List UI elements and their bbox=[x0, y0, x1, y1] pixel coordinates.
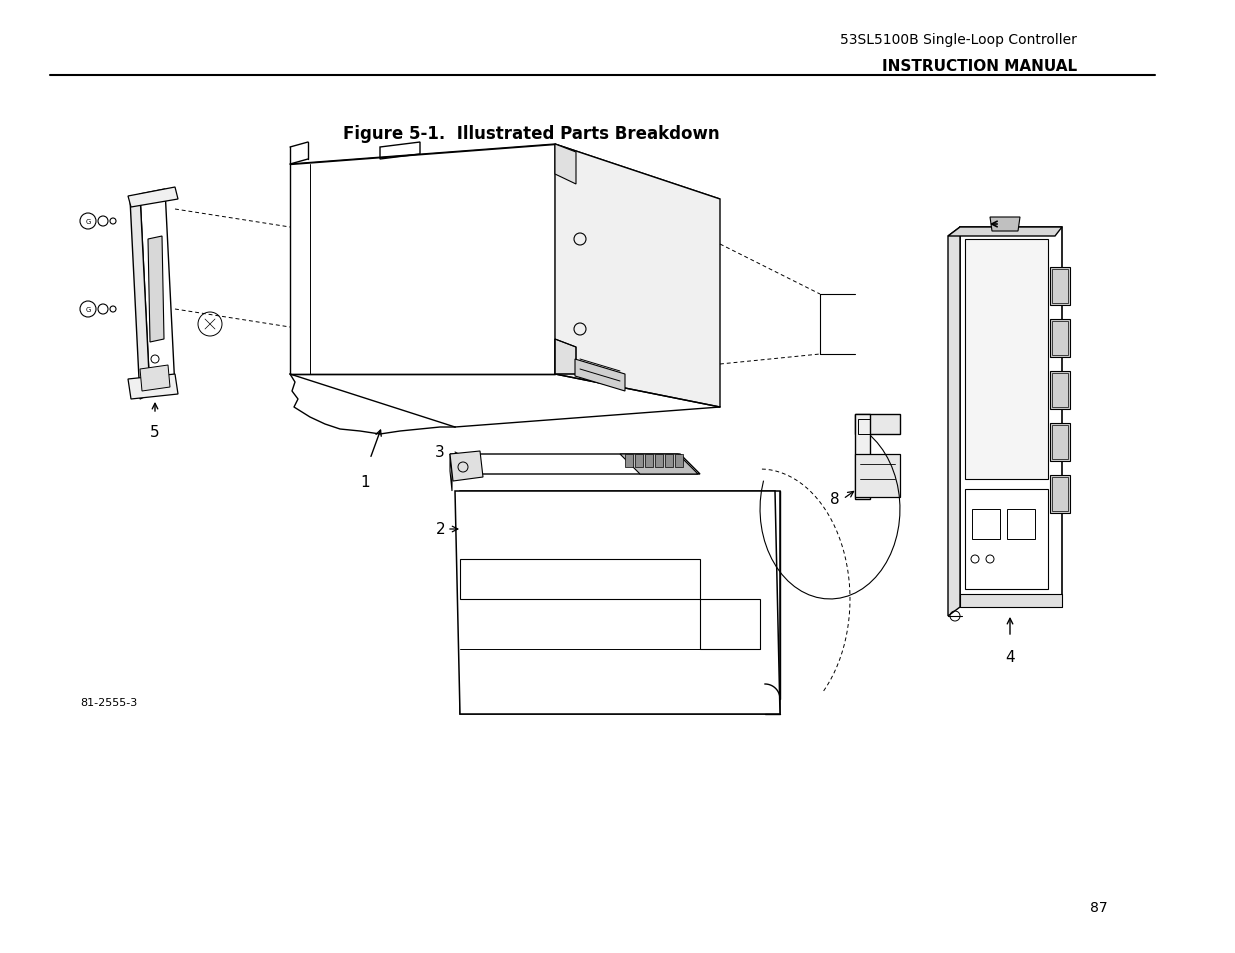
Text: 81-2555-3: 81-2555-3 bbox=[80, 698, 137, 707]
Text: G: G bbox=[85, 219, 90, 225]
Text: 4: 4 bbox=[1005, 649, 1015, 664]
Polygon shape bbox=[855, 455, 900, 497]
Polygon shape bbox=[148, 236, 164, 343]
Polygon shape bbox=[450, 455, 452, 492]
Polygon shape bbox=[1050, 319, 1070, 357]
Polygon shape bbox=[140, 190, 175, 395]
Polygon shape bbox=[555, 145, 576, 185]
Polygon shape bbox=[1050, 476, 1070, 514]
Text: INSTRUCTION MANUAL: INSTRUCTION MANUAL bbox=[882, 59, 1077, 74]
Polygon shape bbox=[1050, 372, 1070, 410]
Polygon shape bbox=[676, 455, 683, 468]
Text: 3: 3 bbox=[435, 445, 445, 460]
Polygon shape bbox=[855, 415, 869, 499]
Text: 2: 2 bbox=[436, 522, 445, 537]
Polygon shape bbox=[664, 455, 673, 468]
Polygon shape bbox=[855, 415, 900, 435]
Polygon shape bbox=[965, 240, 1049, 479]
Polygon shape bbox=[948, 228, 1062, 236]
Polygon shape bbox=[454, 492, 781, 714]
Text: Figure 5-1.  Illustrated Parts Breakdown: Figure 5-1. Illustrated Parts Breakdown bbox=[343, 125, 719, 142]
Polygon shape bbox=[960, 228, 1062, 607]
Text: G: G bbox=[85, 307, 90, 313]
Polygon shape bbox=[655, 455, 663, 468]
Polygon shape bbox=[450, 452, 483, 481]
Text: 87: 87 bbox=[1091, 901, 1108, 914]
Polygon shape bbox=[960, 595, 1062, 607]
Polygon shape bbox=[576, 359, 625, 392]
Text: 8: 8 bbox=[830, 492, 840, 507]
Polygon shape bbox=[1050, 268, 1070, 306]
Polygon shape bbox=[990, 218, 1020, 232]
Text: 5: 5 bbox=[151, 424, 159, 439]
Polygon shape bbox=[635, 455, 643, 468]
Polygon shape bbox=[620, 455, 698, 475]
Polygon shape bbox=[625, 455, 634, 468]
Text: 53SL5100B Single-Loop Controller: 53SL5100B Single-Loop Controller bbox=[840, 33, 1077, 47]
Polygon shape bbox=[290, 145, 555, 375]
Polygon shape bbox=[450, 455, 700, 475]
Polygon shape bbox=[128, 375, 178, 399]
Polygon shape bbox=[948, 228, 960, 617]
Polygon shape bbox=[128, 188, 178, 208]
Polygon shape bbox=[459, 492, 781, 714]
Polygon shape bbox=[645, 455, 653, 468]
Text: 1: 1 bbox=[361, 475, 369, 490]
Polygon shape bbox=[140, 366, 170, 392]
Polygon shape bbox=[130, 194, 149, 399]
Polygon shape bbox=[555, 339, 576, 375]
Polygon shape bbox=[1050, 423, 1070, 461]
Polygon shape bbox=[555, 145, 720, 408]
